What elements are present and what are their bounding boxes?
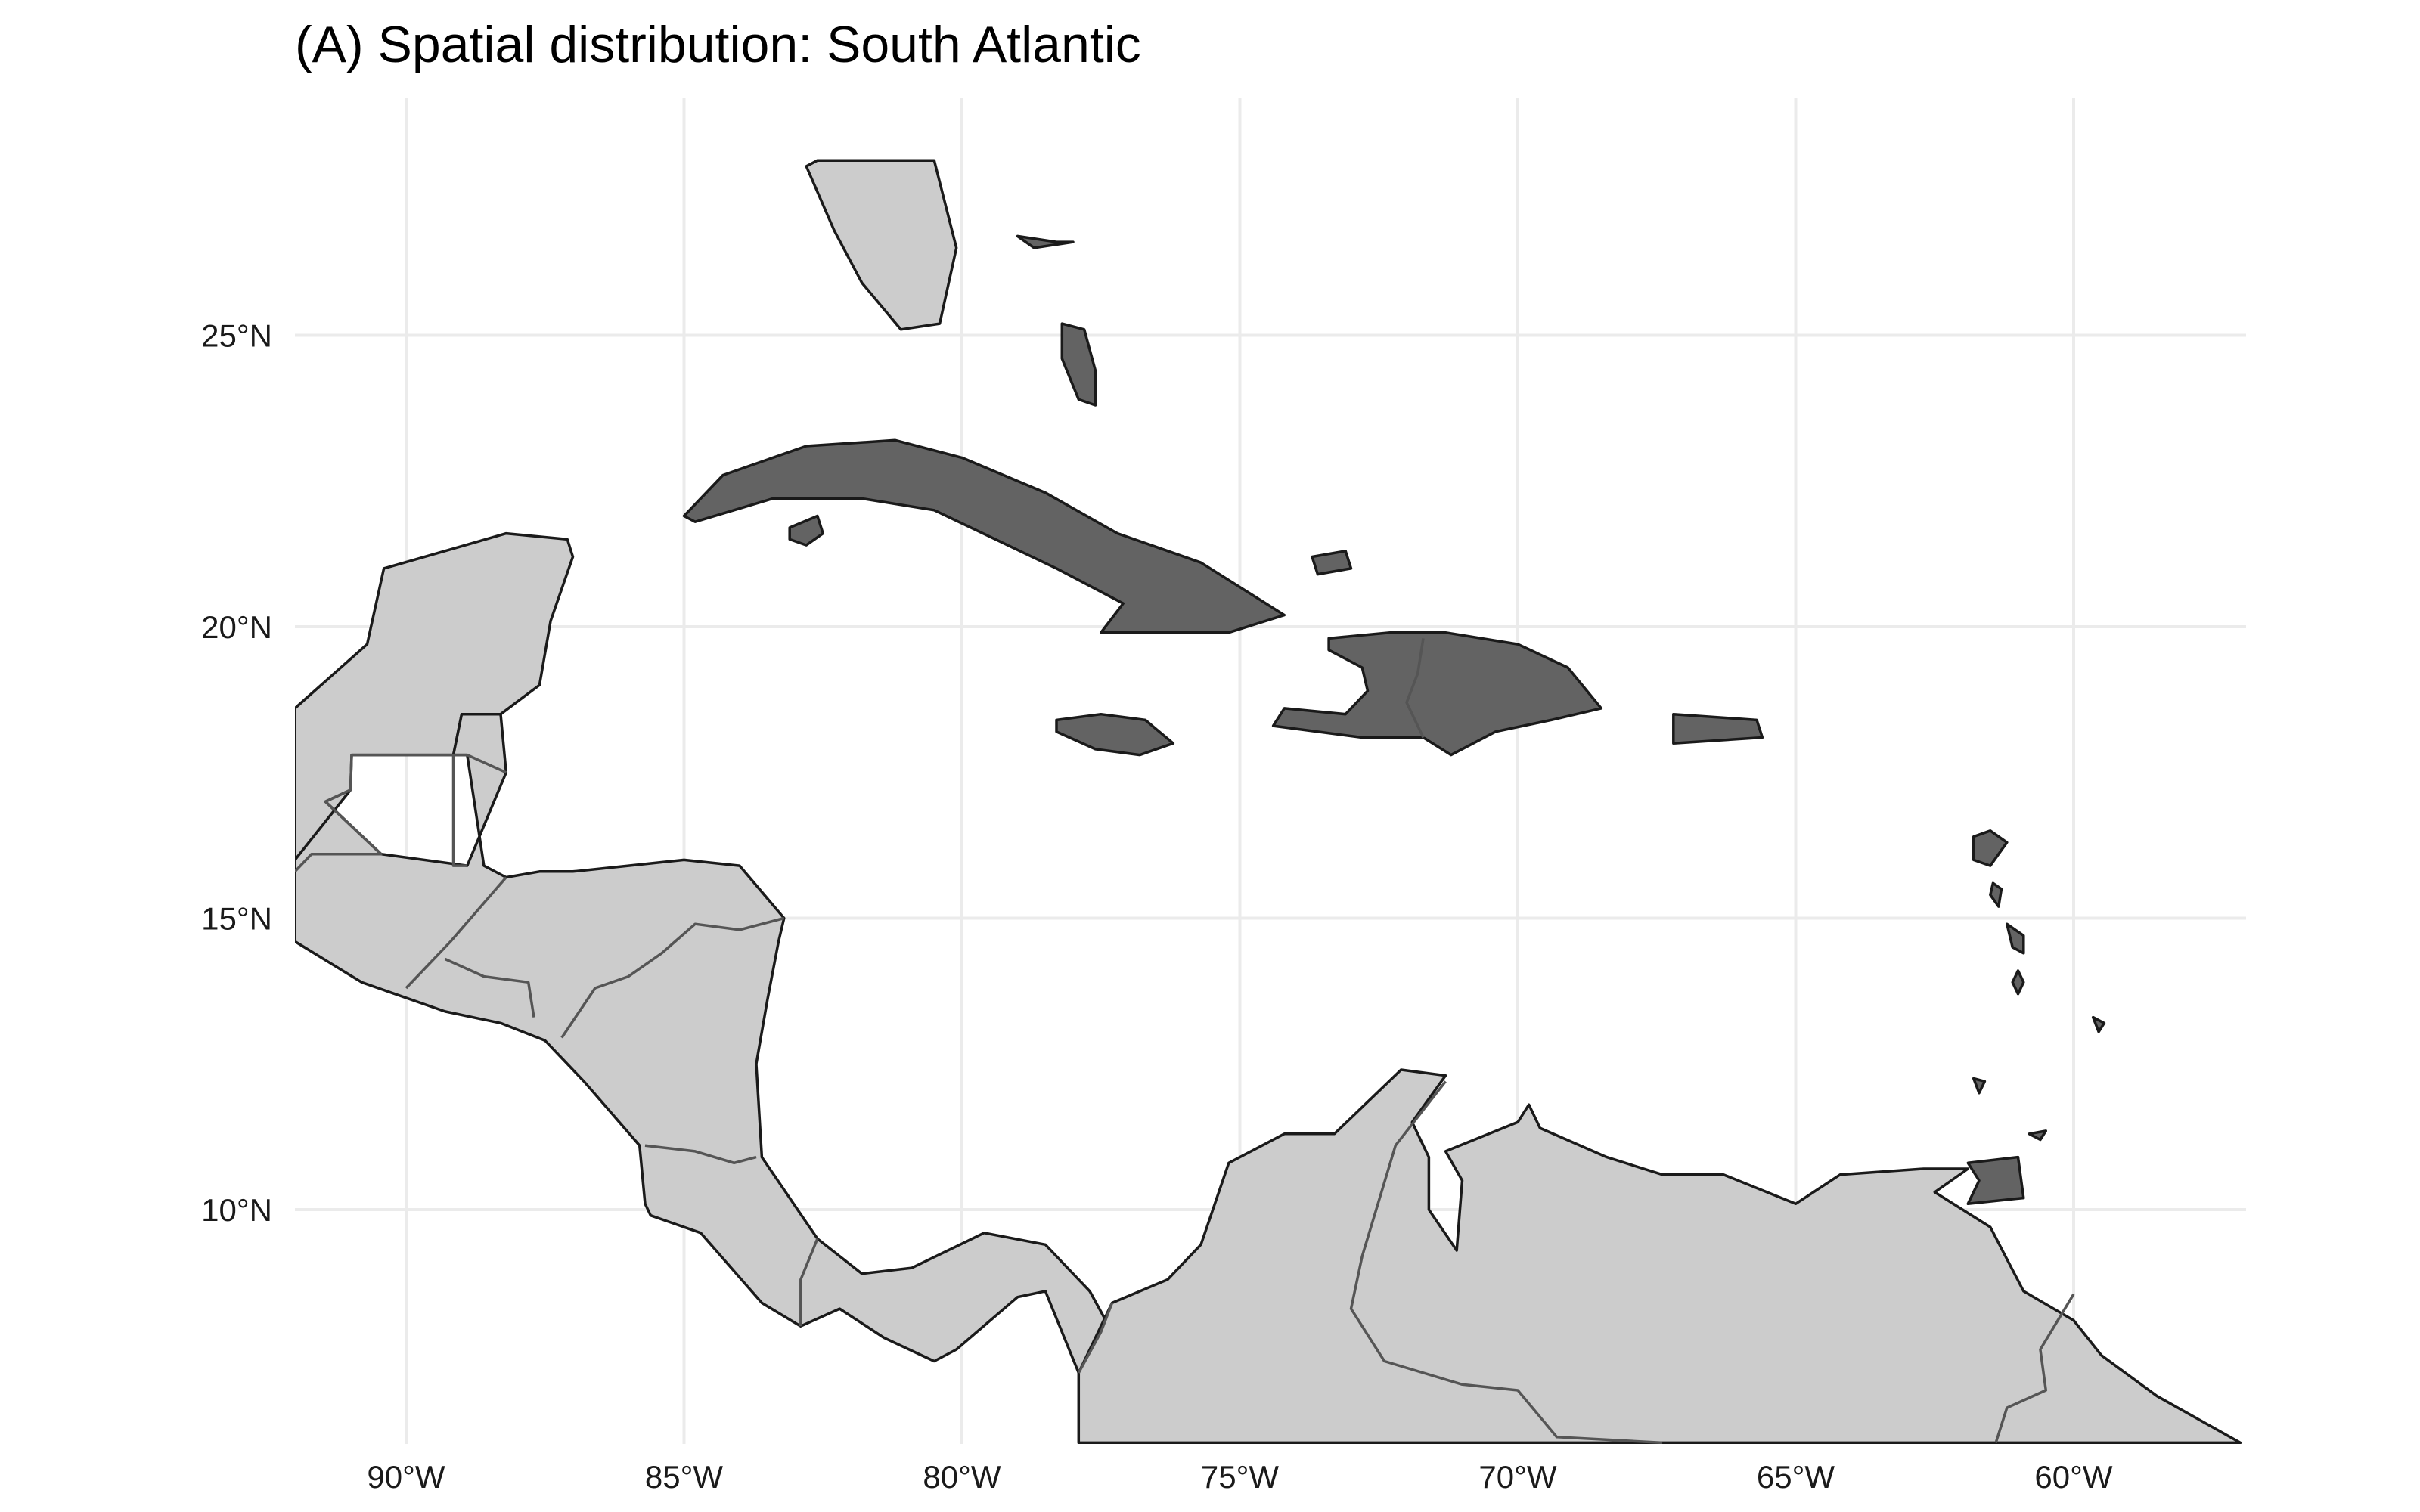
lat-tick-label: 10°N <box>201 1192 272 1228</box>
region-grenada <box>1972 1077 1987 1095</box>
region-dominica <box>1989 881 2003 908</box>
region-grand-bahama <box>1016 234 1075 249</box>
border-nicaragua-costarica <box>644 1144 757 1165</box>
region-tobago <box>2028 1129 2048 1142</box>
lat-tick-label: 25°N <box>201 318 272 354</box>
region-isla-de-la-juventud <box>788 514 825 547</box>
country-borders <box>295 753 2075 1444</box>
border-panama-colombia <box>1077 1302 1114 1374</box>
land-layer <box>295 159 2242 1444</box>
region-andros-bahamas <box>1060 322 1097 407</box>
lon-tick-label: 85°W <box>645 1459 724 1495</box>
map-title: (A) Spatial distribution: South Atlantic <box>295 16 1141 73</box>
lon-tick-label: 90°W <box>367 1459 445 1495</box>
region-great-inagua <box>1311 550 1353 576</box>
border-mexico-belize-guatemala <box>295 753 507 873</box>
longitude-labels: 90°W 85°W 80°W 75°W 70°W 65°W 60°W <box>367 1459 2113 1495</box>
highlighted-countries <box>682 234 2106 1206</box>
border-honduras-nicaragua <box>560 916 785 1039</box>
lon-tick-label: 60°W <box>2034 1459 2113 1495</box>
border-colombia-venezuela <box>1349 1080 1663 1444</box>
region-trinidad <box>1966 1155 2025 1206</box>
context-countries <box>295 159 2242 1444</box>
border-costarica-panama <box>799 1238 819 1327</box>
border-belize-guatemala <box>451 754 467 867</box>
lon-tick-label: 65°W <box>1757 1459 1835 1495</box>
lat-tick-label: 20°N <box>201 609 272 645</box>
region-cuba <box>682 438 1286 634</box>
lon-tick-label: 80°W <box>923 1459 1001 1495</box>
region-puerto-rico <box>1672 712 1764 745</box>
border-haiti-dominican-republic <box>1405 638 1425 739</box>
land-central-america <box>295 712 1114 1374</box>
land-northern-south-america <box>1077 1068 2242 1444</box>
region-guadeloupe <box>1972 829 2009 867</box>
region-st-lucia <box>2011 969 2025 996</box>
region-barbados <box>2091 1015 2106 1033</box>
region-martinique <box>2006 922 2025 955</box>
lon-tick-label: 75°W <box>1201 1459 1280 1495</box>
lon-tick-label: 70°W <box>1478 1459 1557 1495</box>
lat-tick-label: 15°N <box>201 901 272 937</box>
latitude-labels: 25°N 20°N 15°N 10°N <box>201 318 272 1228</box>
border-guatemala-honduras-elsalvador <box>405 876 507 990</box>
border-venezuela-guyana <box>1994 1293 2075 1443</box>
border-honduras-elsalvador <box>444 957 535 1018</box>
region-hispaniola <box>1271 631 1603 757</box>
land-florida <box>805 159 958 331</box>
region-jamaica <box>1055 712 1175 757</box>
